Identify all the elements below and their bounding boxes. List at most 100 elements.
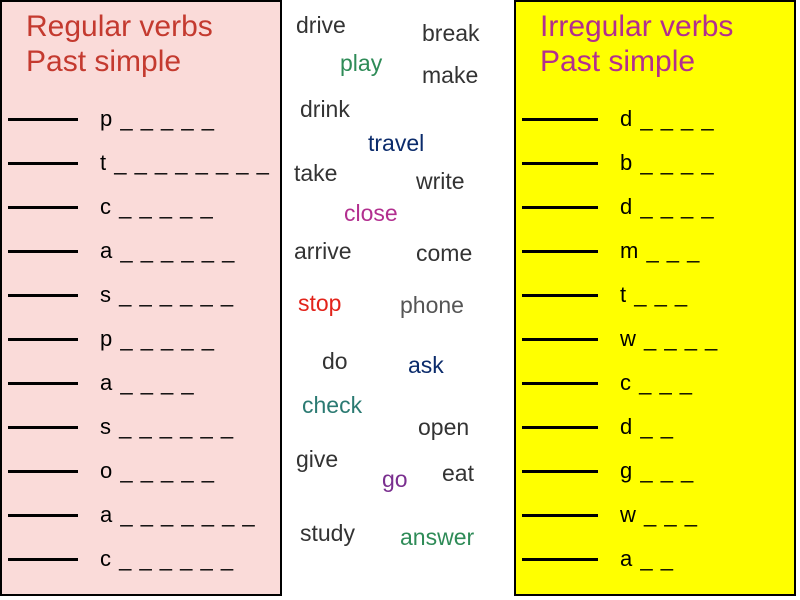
fill-blank-row: a _ _ _ _ _ _ [8,229,274,273]
blank-word: s _ _ _ _ _ _ [100,282,234,308]
fill-blank-row: w _ _ _ _ [522,317,788,361]
title-line-1: Regular verbs [26,10,213,43]
vocab-word: do [322,348,348,375]
blank-word: d _ _ _ _ [620,106,715,132]
fill-blank-row: p _ _ _ _ _ [8,97,274,141]
fill-blank-row: o _ _ _ _ _ [8,449,274,493]
write-line[interactable] [522,118,598,121]
vocab-word: study [300,520,355,547]
vocab-word: take [294,160,337,187]
vocab-word: answer [400,524,474,551]
fill-blank-row: b _ _ _ _ [522,141,788,185]
fill-blank-row: p _ _ _ _ _ [8,317,274,361]
worksheet-container: Regular verbs Past simple p _ _ _ _ _t _… [0,0,800,600]
vocab-word: stop [298,290,341,317]
title-line-1: Irregular verbs [540,10,733,43]
irregular-verbs-list: d _ _ _ _b _ _ _ _d _ _ _ _m _ _ _t _ _ … [522,97,788,581]
fill-blank-row: s _ _ _ _ _ _ [8,273,274,317]
blank-word: c _ _ _ _ _ [100,194,214,220]
blank-word: a _ _ _ _ _ _ [100,238,235,264]
blank-word: p _ _ _ _ _ [100,326,215,352]
write-line[interactable] [522,558,598,561]
write-line[interactable] [8,470,78,473]
vocab-word: come [416,240,472,267]
vocab-word: phone [400,292,464,319]
fill-blank-row: t _ _ _ _ _ _ _ _ [8,141,274,185]
blank-word: a _ _ _ _ [100,370,195,396]
vocab-word: check [302,392,362,419]
fill-blank-row: m _ _ _ [522,229,788,273]
vocab-word: eat [442,460,474,487]
fill-blank-row: t _ _ _ [522,273,788,317]
fill-blank-row: a _ _ [522,537,788,581]
write-line[interactable] [522,250,598,253]
write-line[interactable] [8,294,78,297]
blank-word: a _ _ [620,546,674,572]
vocab-word: play [340,50,382,77]
write-line[interactable] [522,514,598,517]
blank-word: m _ _ _ [620,238,700,264]
blank-word: t _ _ _ [620,282,688,308]
write-line[interactable] [522,338,598,341]
regular-verbs-list: p _ _ _ _ _t _ _ _ _ _ _ _ _c _ _ _ _ _a… [8,97,274,581]
blank-word: a _ _ _ _ _ _ _ [100,502,256,528]
fill-blank-row: d _ _ _ _ [522,185,788,229]
fill-blank-row: a _ _ _ _ _ _ _ [8,493,274,537]
write-line[interactable] [8,382,78,385]
word-cloud: drive break play make drink travel take writecl… [282,0,514,596]
vocab-word: go [382,466,408,493]
write-line[interactable] [522,426,598,429]
vocab-word: make [422,62,478,89]
fill-blank-row: d _ _ [522,405,788,449]
fill-blank-row: a _ _ _ _ [8,361,274,405]
blank-word: c _ _ _ [620,370,693,396]
title-line-2: Past simple [26,45,181,78]
title-line-2: Past simple [540,45,695,78]
vocab-word: break [422,20,480,47]
write-line[interactable] [522,294,598,297]
write-line[interactable] [8,162,78,165]
blank-word: s _ _ _ _ _ _ [100,414,234,440]
blank-word: o _ _ _ _ _ [100,458,215,484]
blank-word: d _ _ _ _ [620,194,715,220]
write-line[interactable] [8,558,78,561]
vocab-word: arrive [294,238,352,265]
vocab-word: ask [408,352,444,379]
blank-word: g _ _ _ [620,458,694,484]
write-line[interactable] [8,338,78,341]
vocab-word: give [296,446,338,473]
write-line[interactable] [522,470,598,473]
blank-word: d _ _ [620,414,674,440]
vocab-word: drink [300,96,350,123]
blank-word: b _ _ _ _ [620,150,715,176]
vocab-word: open [418,414,469,441]
fill-blank-row: c _ _ _ _ _ _ [8,537,274,581]
write-line[interactable] [522,206,598,209]
regular-verbs-title: Regular verbs Past simple [8,10,274,79]
irregular-verbs-title: Irregular verbs Past simple [522,10,788,79]
write-line[interactable] [8,250,78,253]
blank-word: w _ _ _ _ [620,326,718,352]
irregular-verbs-panel: Irregular verbs Past simple d _ _ _ _b _… [514,0,796,596]
write-line[interactable] [522,382,598,385]
regular-verbs-panel: Regular verbs Past simple p _ _ _ _ _t _… [0,0,282,596]
blank-word: t _ _ _ _ _ _ _ _ [100,150,270,176]
write-line[interactable] [8,206,78,209]
vocab-word: drive [296,12,346,39]
fill-blank-row: c _ _ _ _ _ [8,185,274,229]
blank-word: c _ _ _ _ _ _ [100,546,234,572]
fill-blank-row: s _ _ _ _ _ _ [8,405,274,449]
write-line[interactable] [8,426,78,429]
blank-word: p _ _ _ _ _ [100,106,215,132]
vocab-word: write [416,168,465,195]
blank-word: w _ _ _ [620,502,698,528]
write-line[interactable] [8,514,78,517]
write-line[interactable] [522,162,598,165]
fill-blank-row: w _ _ _ [522,493,788,537]
write-line[interactable] [8,118,78,121]
fill-blank-row: d _ _ _ _ [522,97,788,141]
fill-blank-row: g _ _ _ [522,449,788,493]
fill-blank-row: c _ _ _ [522,361,788,405]
vocab-word: close [344,200,398,227]
vocab-word: travel [368,130,424,157]
